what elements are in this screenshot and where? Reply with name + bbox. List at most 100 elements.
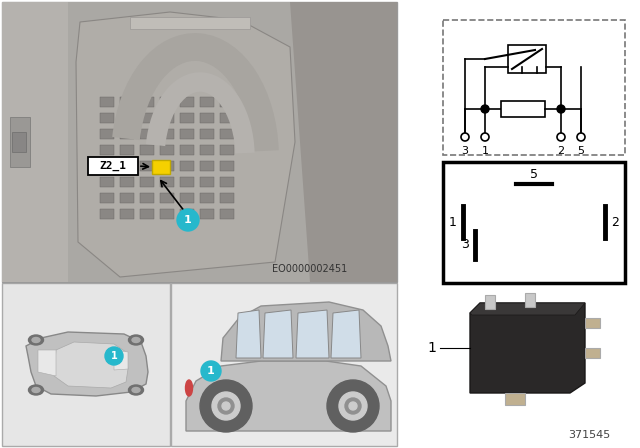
Polygon shape [76,12,295,277]
Circle shape [461,133,469,141]
Bar [10,117,30,167]
Bar [88,157,138,175]
Bar [525,293,535,307]
Bar [220,145,234,155]
Polygon shape [186,361,391,431]
Polygon shape [114,350,128,370]
Bar [501,101,545,117]
Bar [140,177,154,187]
Bar [140,145,154,155]
Circle shape [201,361,221,381]
Bar [160,145,174,155]
Bar [220,97,234,107]
Bar [100,97,114,107]
Text: 5: 5 [577,146,584,156]
Bar [100,177,114,187]
Ellipse shape [29,335,44,345]
Circle shape [218,398,234,414]
Bar [220,129,234,139]
Polygon shape [331,310,361,358]
Bar [140,129,154,139]
Bar [120,145,134,155]
Bar [100,193,114,203]
Bar [120,209,134,219]
Polygon shape [68,2,397,282]
Bar [200,145,214,155]
Bar [220,113,234,123]
Text: 3: 3 [461,238,469,251]
Bar [160,161,174,171]
Bar [2,283,170,446]
Bar [120,177,134,187]
Bar [180,209,194,219]
Text: 1: 1 [207,366,215,376]
Bar [430,283,640,448]
Bar [508,45,546,73]
Polygon shape [470,303,585,315]
Polygon shape [470,303,585,393]
Text: 371545: 371545 [568,430,610,440]
Ellipse shape [132,337,140,343]
Bar [180,177,194,187]
Bar [180,145,194,155]
Circle shape [481,133,489,141]
Polygon shape [54,342,128,388]
Bar [120,97,134,107]
Polygon shape [263,310,293,358]
Ellipse shape [32,388,40,392]
Bar [120,129,134,139]
Text: 1: 1 [449,215,457,228]
Bar [160,97,174,107]
Text: 2: 2 [557,146,564,156]
Bar [130,17,250,29]
Bar [200,177,214,187]
Circle shape [200,380,252,432]
Bar [160,177,174,187]
Circle shape [577,133,585,141]
Text: 1: 1 [184,215,192,225]
Bar [120,193,134,203]
Bar [160,129,174,139]
Circle shape [349,402,357,410]
Bar [180,161,194,171]
Circle shape [557,105,565,113]
Bar [140,161,154,171]
Text: 5: 5 [530,168,538,181]
Ellipse shape [186,380,193,396]
Circle shape [339,392,367,420]
Bar [180,129,194,139]
Bar [220,209,234,219]
Circle shape [177,209,199,231]
Bar [100,145,114,155]
Bar [180,193,194,203]
Polygon shape [236,310,261,358]
Bar [160,113,174,123]
Ellipse shape [132,388,140,392]
Polygon shape [26,332,148,396]
Bar [100,209,114,219]
Text: 1: 1 [481,146,488,156]
Bar [200,113,214,123]
Bar [505,393,525,405]
Bar [200,129,214,139]
Text: 2: 2 [611,215,619,228]
Bar [443,162,625,283]
Bar [585,348,600,358]
Polygon shape [290,2,397,282]
Text: EO0000002451: EO0000002451 [273,264,348,274]
Bar [180,113,194,123]
Ellipse shape [129,335,143,345]
Bar [220,177,234,187]
Bar [100,129,114,139]
Bar [140,97,154,107]
Polygon shape [38,350,56,376]
Circle shape [105,347,123,365]
Bar [200,97,214,107]
Ellipse shape [29,385,44,395]
Bar [220,161,234,171]
Bar [485,295,495,309]
Bar [200,209,214,219]
Bar [443,20,625,155]
Text: 1: 1 [111,351,117,361]
Bar [160,193,174,203]
